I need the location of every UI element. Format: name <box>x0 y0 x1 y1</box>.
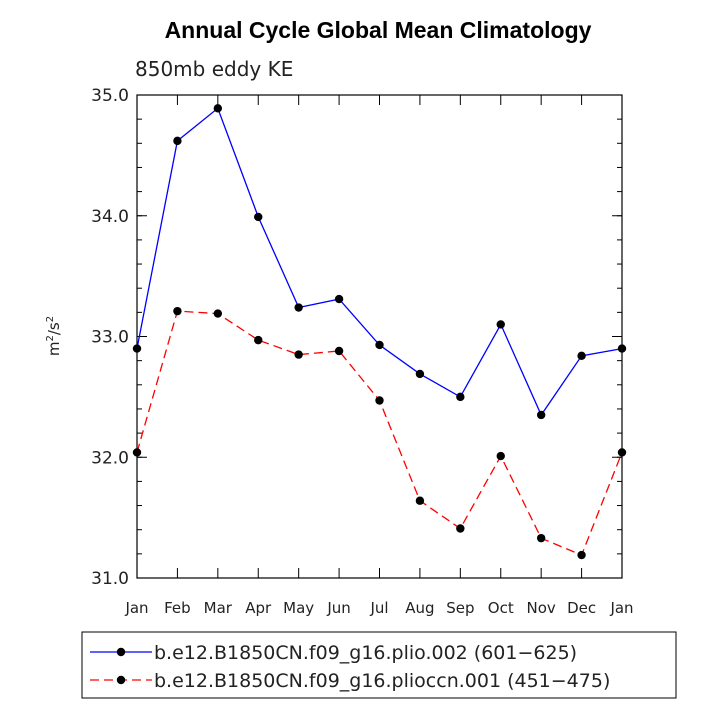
x-tick-label: Oct <box>488 599 514 617</box>
data-point-s1 <box>496 320 505 329</box>
x-tick-label: Dec <box>567 599 596 617</box>
x-tick-labels: Jan Feb Mar Apr May Jun Jul Aug Sep Oct Nov Dec Jan <box>124 599 633 617</box>
y-tick-label: 31.0 <box>91 569 129 589</box>
x-tick-label: Aug <box>405 599 434 617</box>
legend-box <box>81 631 677 699</box>
data-point-s1 <box>334 294 344 304</box>
data-point-s1 <box>254 212 263 222</box>
chart-title: Annual Cycle Global Mean Climatology <box>165 17 592 43</box>
legend-marker-2 <box>116 675 126 685</box>
data-point-s2 <box>496 451 505 461</box>
data-point-s2 <box>294 350 303 359</box>
x-tick-label: Jan <box>609 599 633 617</box>
data-point-s1 <box>456 392 465 402</box>
x-tick-label: Apr <box>245 599 272 617</box>
x-tick-label: Jan <box>124 599 148 617</box>
x-tick-label: Feb <box>164 599 191 617</box>
y-tick-labels: 31.0 32.0 33.0 34.0 35.0 <box>91 86 129 589</box>
series-lines <box>136 107 623 556</box>
data-point-s1 <box>577 351 586 361</box>
legend-label-1: b.e12.B1850CN.f09_g16.plio.002 (601−625) <box>154 642 577 664</box>
minor-ticks <box>137 94 622 579</box>
y-tick-label: 35.0 <box>91 86 129 106</box>
series-markers <box>132 104 627 560</box>
data-point-s1 <box>213 104 223 113</box>
major-ticks <box>136 94 623 579</box>
data-point-s1 <box>375 340 384 350</box>
data-point-s2 <box>213 309 223 318</box>
legend-label-2: b.e12.B1850CN.f09_g16.plioccn.001 (451−4… <box>154 670 610 692</box>
data-point-s2 <box>536 533 546 543</box>
data-point-s2 <box>617 448 627 457</box>
y-tick-label: 32.0 <box>91 448 129 468</box>
legend: b.e12.B1850CN.f09_g16.plio.002 (601−625)… <box>81 631 677 699</box>
data-point-s2 <box>375 396 384 405</box>
y-tick-label: 34.0 <box>91 207 129 227</box>
x-tick-label: Sep <box>446 599 474 617</box>
x-tick-label: May <box>283 599 314 617</box>
y-axis-label: m2/s2 <box>45 316 63 356</box>
series-line-1 <box>136 107 623 417</box>
legend-marker-1 <box>116 647 126 657</box>
data-point-s1 <box>536 410 546 420</box>
data-point-s2 <box>334 346 344 356</box>
data-point-s2 <box>577 550 586 560</box>
x-tick-label: Mar <box>204 599 233 617</box>
chart-subtitle: 850mb eddy KE <box>135 57 293 81</box>
data-point-s1 <box>415 369 425 379</box>
x-tick-label: Nov <box>527 599 556 617</box>
data-point-s1 <box>132 344 142 353</box>
data-point-s2 <box>132 448 142 457</box>
y-tick-label: 33.0 <box>91 328 129 348</box>
plot-frame <box>136 94 623 579</box>
x-tick-label: Jul <box>369 599 388 617</box>
data-point-s2 <box>254 335 263 345</box>
x-tick-label: Jun <box>326 599 350 617</box>
data-point-s1 <box>294 303 303 312</box>
data-point-s2 <box>173 306 182 316</box>
data-point-s2 <box>456 524 465 533</box>
data-point-s1 <box>617 344 627 353</box>
data-point-s1 <box>173 136 182 146</box>
data-point-s2 <box>415 496 425 505</box>
